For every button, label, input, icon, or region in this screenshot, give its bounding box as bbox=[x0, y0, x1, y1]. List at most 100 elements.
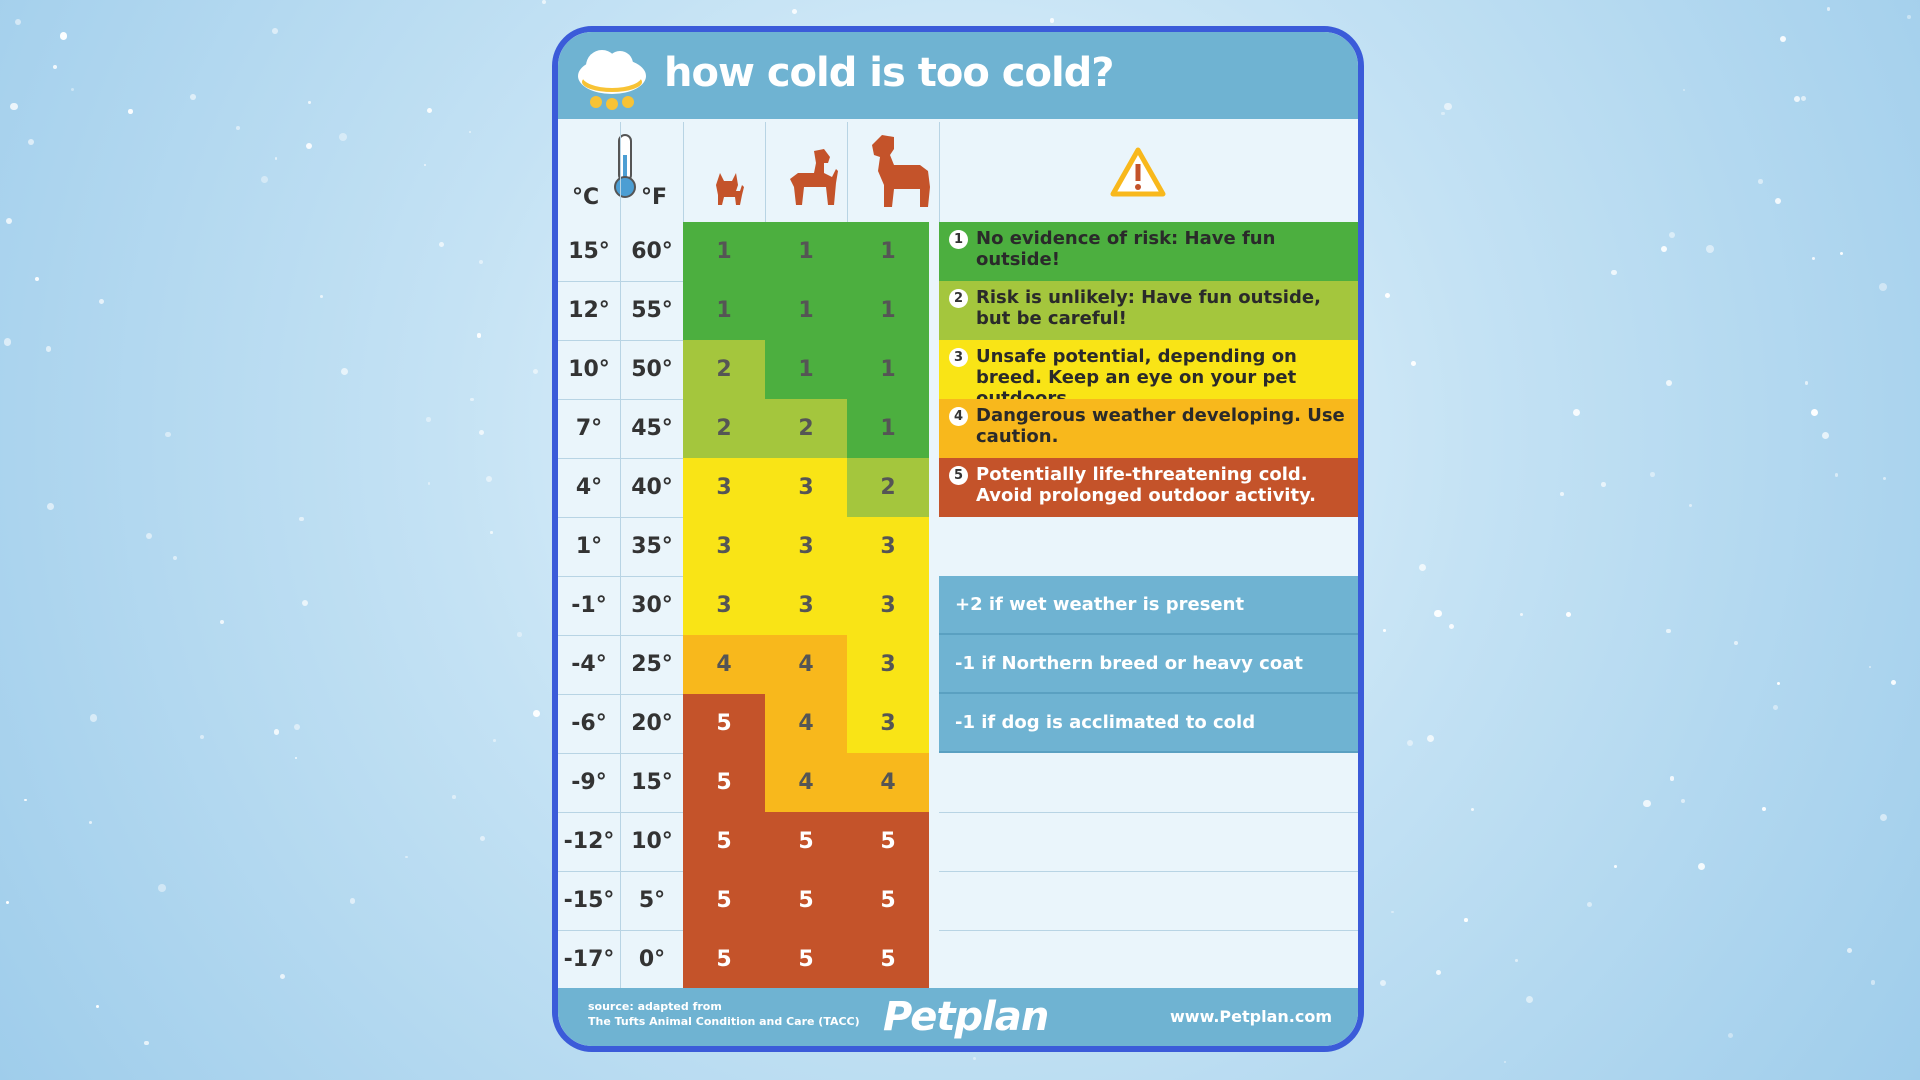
petplan-logo: Petplan bbox=[883, 994, 1049, 1040]
small-dog-risk-cell: 5 bbox=[683, 694, 765, 753]
medium-dog-risk-cell: 1 bbox=[765, 281, 847, 340]
medium-dog-risk-cell: 3 bbox=[765, 576, 847, 635]
chart-footer: source: adapted from The Tufts Animal Co… bbox=[558, 988, 1358, 1046]
medium-dog-risk-cell: 4 bbox=[765, 753, 847, 812]
celsius-cell: -4° bbox=[558, 635, 620, 695]
legend-text: Potentially life-threatening cold. Avoid… bbox=[976, 464, 1316, 506]
cold-weather-chart-card: how cold is too cold? °C °F 15° 60° 1 1 1 12°… bbox=[552, 26, 1364, 1052]
celsius-cell: 1° bbox=[558, 517, 620, 577]
celsius-cell: 15° bbox=[558, 222, 620, 282]
celsius-cell: -12° bbox=[558, 812, 620, 872]
large-dog-risk-cell: 1 bbox=[847, 222, 929, 281]
medium-dog-icon bbox=[790, 149, 838, 205]
legend-item-level-4: 4 Dangerous weather developing. Use cauti… bbox=[939, 399, 1358, 458]
medium-dog-risk-cell: 3 bbox=[765, 517, 847, 576]
small-dog-risk-cell: 5 bbox=[683, 871, 765, 930]
large-dog-risk-cell: 5 bbox=[847, 930, 929, 989]
small-dog-risk-cell: 1 bbox=[683, 222, 765, 281]
divider bbox=[847, 122, 848, 222]
medium-dog-risk-cell: 3 bbox=[765, 458, 847, 517]
table-row: -6° 20° 5 4 3 bbox=[558, 694, 1358, 754]
blank-row bbox=[939, 930, 1358, 990]
small-dog-risk-cell: 2 bbox=[683, 340, 765, 399]
legend-text: Dangerous weather developing. Use cautio… bbox=[976, 405, 1345, 447]
small-dog-risk-cell: 5 bbox=[683, 812, 765, 871]
table-row: 10° 50° 2 1 1 bbox=[558, 340, 1358, 400]
divider bbox=[620, 122, 621, 1022]
fahrenheit-cell: 20° bbox=[621, 694, 683, 754]
table-row: -9° 15° 5 4 4 bbox=[558, 753, 1358, 813]
medium-dog-risk-cell: 5 bbox=[765, 930, 847, 989]
small-dog-risk-cell: 5 bbox=[683, 753, 765, 812]
table-row: -1° 30° 3 3 3 bbox=[558, 576, 1358, 636]
thermometer-icon bbox=[614, 134, 636, 198]
warning-icon bbox=[1110, 147, 1166, 197]
table-row: -12° 10° 5 5 5 bbox=[558, 812, 1358, 872]
medium-dog-risk-cell: 1 bbox=[765, 222, 847, 281]
celsius-cell: 7° bbox=[558, 399, 620, 459]
fahrenheit-cell: 5° bbox=[621, 871, 683, 931]
celsius-cell: -15° bbox=[558, 871, 620, 931]
small-dog-risk-cell: 3 bbox=[683, 576, 765, 635]
blank-row bbox=[939, 871, 1358, 931]
fahrenheit-label: °F bbox=[641, 185, 668, 210]
divider bbox=[765, 122, 766, 222]
large-dog-risk-cell: 3 bbox=[847, 635, 929, 694]
divider bbox=[939, 122, 940, 222]
table-row: 1° 35° 3 3 3 bbox=[558, 517, 1358, 577]
table-row: -15° 5° 5 5 5 bbox=[558, 871, 1358, 931]
legend-number-badge: 1 bbox=[949, 230, 968, 249]
table-row: 4° 40° 3 3 2 bbox=[558, 458, 1358, 518]
table-row: 12° 55° 1 1 1 bbox=[558, 281, 1358, 341]
large-dog-risk-cell: 3 bbox=[847, 694, 929, 753]
fahrenheit-cell: 50° bbox=[621, 340, 683, 400]
medium-dog-risk-cell: 5 bbox=[765, 812, 847, 871]
table-row: 7° 45° 2 2 1 bbox=[558, 399, 1358, 459]
source-line: source: adapted from bbox=[588, 1000, 722, 1013]
fahrenheit-cell: 45° bbox=[621, 399, 683, 459]
legend-number-badge: 4 bbox=[949, 407, 968, 426]
medium-dog-risk-cell: 2 bbox=[765, 399, 847, 458]
legend-text: Risk is unlikely: Have fun outside, but … bbox=[976, 287, 1321, 329]
small-dog-icon bbox=[716, 173, 744, 205]
small-dog-risk-cell: 4 bbox=[683, 635, 765, 694]
fahrenheit-cell: 0° bbox=[621, 930, 683, 990]
medium-dog-risk-cell: 4 bbox=[765, 694, 847, 753]
fahrenheit-cell: 10° bbox=[621, 812, 683, 872]
modifier-note: +2 if wet weather is present bbox=[939, 576, 1358, 635]
cloud-snow-icon bbox=[578, 50, 646, 110]
small-dog-risk-cell: 5 bbox=[683, 930, 765, 989]
celsius-cell: 4° bbox=[558, 458, 620, 518]
large-dog-risk-cell: 5 bbox=[847, 812, 929, 871]
celsius-cell: 12° bbox=[558, 281, 620, 341]
celsius-cell: 10° bbox=[558, 340, 620, 400]
legend-number-badge: 5 bbox=[949, 466, 968, 485]
column-header-row: °C °F bbox=[558, 119, 1358, 222]
celsius-cell: -6° bbox=[558, 694, 620, 754]
chart-header: how cold is too cold? bbox=[558, 32, 1358, 119]
legend-item-level-3: 3 Unsafe potential, depending on breed. K… bbox=[939, 340, 1358, 409]
modifier-note: -1 if Northern breed or heavy coat bbox=[939, 635, 1358, 694]
medium-dog-risk-cell: 4 bbox=[765, 635, 847, 694]
fahrenheit-cell: 55° bbox=[621, 281, 683, 341]
blank-row bbox=[939, 517, 1358, 577]
legend-text: No evidence of risk: Have fun outside! bbox=[976, 228, 1276, 270]
legend-item-level-5: 5 Potentially life-threatening cold. Avoi… bbox=[939, 458, 1358, 517]
celsius-label: °C bbox=[572, 185, 600, 210]
legend-number-badge: 2 bbox=[949, 289, 968, 308]
fahrenheit-cell: 35° bbox=[621, 517, 683, 577]
legend-item-level-1: 1 No evidence of risk: Have fun outside! bbox=[939, 222, 1358, 281]
small-dog-risk-cell: 1 bbox=[683, 281, 765, 340]
chart-title: how cold is too cold? bbox=[664, 50, 1114, 96]
table-row: 15° 60° 1 1 1 bbox=[558, 222, 1358, 282]
fahrenheit-cell: 40° bbox=[621, 458, 683, 518]
fahrenheit-cell: 60° bbox=[621, 222, 683, 282]
small-dog-risk-cell: 3 bbox=[683, 458, 765, 517]
large-dog-risk-cell: 5 bbox=[847, 871, 929, 930]
large-dog-risk-cell: 1 bbox=[847, 340, 929, 399]
source-line: The Tufts Animal Condition and Care (TAC… bbox=[588, 1015, 860, 1028]
large-dog-risk-cell: 3 bbox=[847, 576, 929, 635]
large-dog-risk-cell: 3 bbox=[847, 517, 929, 576]
website-link[interactable]: www.Petplan.com bbox=[1170, 1007, 1332, 1026]
large-dog-risk-cell: 2 bbox=[847, 458, 929, 517]
